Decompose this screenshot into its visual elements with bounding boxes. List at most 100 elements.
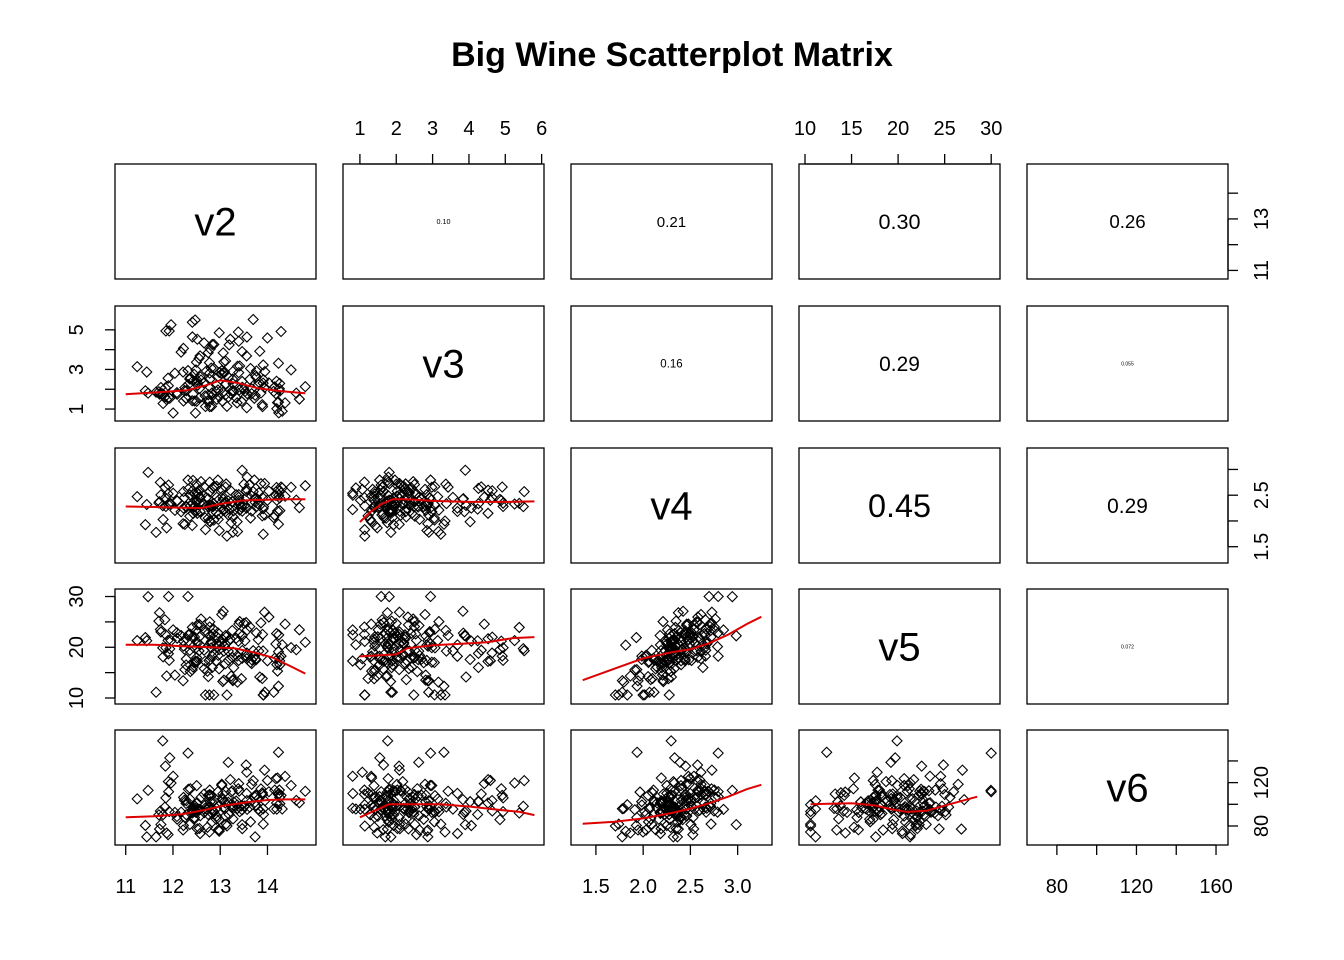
point-v5-v3-175 (486, 647, 498, 659)
point-v3-v2-84 (157, 397, 169, 410)
point-v4-v2-129 (179, 518, 191, 531)
point-v6-v3-138 (451, 827, 464, 840)
point-v5-v3-156 (459, 630, 472, 642)
point-v6-v4-30 (671, 831, 684, 843)
point-v6-v3-94 (381, 735, 394, 747)
point-v4-v2-133 (245, 505, 258, 517)
point-v5-v2-16 (272, 680, 285, 692)
point-v4-v3-29 (408, 478, 421, 491)
point-v3-v2-164 (190, 356, 203, 369)
point-v6-v3-146 (465, 819, 478, 832)
point-v6-v3-130 (471, 808, 484, 821)
tick-label-right-v4-0: 1.5 (1251, 533, 1273, 561)
point-v5-v3-141 (417, 656, 430, 669)
point-v3-v2-156 (236, 345, 248, 358)
point-v6-v3-166 (402, 785, 414, 798)
point-v5-v4-168 (616, 674, 629, 687)
point-v6-v5-166 (947, 785, 960, 798)
point-v3-v2-85 (160, 325, 172, 337)
point-v3-v2-23 (240, 401, 253, 414)
point-v3-v2-13 (276, 405, 288, 418)
point-v4-v2-146 (177, 502, 190, 514)
point-v5-v3-22 (386, 686, 399, 699)
point-v4-v2-176 (215, 483, 228, 496)
corr-label-v4-v5: 0.45 (868, 488, 931, 524)
point-v4-v2-70 (219, 505, 232, 518)
point-v6-v2-36 (279, 770, 291, 783)
panel-v3-v2 (114, 305, 317, 422)
point-v5-v4-28 (663, 689, 676, 701)
point-v5-v3-62 (393, 626, 406, 638)
point-v4-v3-152 (378, 512, 390, 524)
tick-label-bottom-v2-3: 14 (256, 876, 278, 898)
point-v4-v3-70 (399, 505, 412, 518)
smoother-v4-v3 (359, 498, 535, 523)
point-v4-v3-126 (410, 488, 423, 500)
point-v6-v3-88 (424, 747, 437, 759)
point-v5-v2-42 (272, 629, 285, 641)
point-v5-v3-13 (350, 638, 362, 651)
point-v5-v3-42 (347, 629, 359, 641)
point-v6-v4-121 (672, 823, 685, 835)
point-v3-v2-115 (163, 325, 175, 337)
panel-v5-v3 (342, 588, 545, 705)
point-v6-v2-153 (213, 813, 225, 826)
point-v4-v2-53 (255, 477, 267, 490)
point-v4-v3-120 (387, 491, 400, 504)
point-v4-v3-93 (409, 510, 421, 523)
point-v4-v2-101 (131, 490, 143, 503)
point-v5-v4-88 (712, 590, 724, 603)
point-v4-v2-102 (187, 507, 199, 520)
point-v3-v2-140 (199, 400, 212, 413)
point-v6-v2-37 (299, 785, 312, 798)
point-v4-v2-15 (274, 504, 286, 517)
point-v5-v3-130 (471, 634, 484, 647)
point-v4-v3-100 (372, 491, 384, 504)
point-v3-v2-167 (233, 360, 246, 372)
point-v5-v3-3 (354, 658, 367, 671)
tick-label-top-v5-1: 15 (840, 118, 862, 140)
point-v6-v2-174 (203, 826, 216, 838)
point-v5-v2-3 (271, 658, 283, 671)
point-v5-v3-64 (371, 670, 384, 682)
point-v6-v5-99 (911, 822, 924, 835)
point-v5-v4-120 (680, 643, 692, 655)
point-v5-v2-156 (236, 630, 248, 642)
point-v6-v5-86 (830, 824, 843, 836)
point-v6-v2-87 (150, 831, 162, 843)
point-v3-v2-134 (186, 316, 199, 328)
point-v6-v5-165 (934, 777, 947, 790)
point-v5-v2-18 (290, 643, 303, 656)
point-v6-v4-172 (635, 795, 648, 808)
point-v4-v2-156 (236, 464, 248, 476)
point-v5-v2-154 (190, 656, 202, 669)
point-v6-v5-163 (885, 803, 898, 815)
point-v6-v5-140 (804, 798, 817, 811)
point-v6-v5-87 (809, 831, 822, 843)
point-v5-v2-32 (271, 665, 284, 677)
tick-label-left-v3-2: 5 (66, 324, 88, 335)
point-v6-v3-176 (419, 778, 431, 791)
point-v6-v4-152 (643, 802, 655, 814)
point-v4-v3-131 (518, 485, 530, 498)
point-v6-v5-156 (913, 818, 925, 831)
point-v4-v2-48 (225, 516, 237, 529)
point-v6-v2-121 (153, 823, 166, 835)
point-v5-v3-159 (401, 655, 413, 667)
point-v6-v4-32 (655, 772, 668, 784)
point-v6-v4-141 (663, 813, 676, 826)
point-v4-v3-79 (368, 494, 380, 507)
point-v6-v2-138 (194, 827, 206, 840)
point-v6-v2-142 (224, 773, 237, 786)
point-v4-v2-83 (177, 485, 190, 498)
point-v5-v2-119 (159, 628, 172, 641)
point-v4-v2-32 (271, 505, 284, 517)
point-v4-v3-147 (419, 504, 432, 517)
point-v6-v5-62 (920, 818, 933, 831)
point-v6-v2-127 (210, 813, 223, 826)
point-v6-v3-102 (406, 802, 418, 814)
point-v4-v3-145 (429, 480, 441, 493)
point-v6-v5-164 (923, 797, 935, 810)
point-v5-v3-140 (358, 689, 371, 701)
point-v6-v3-106 (374, 752, 386, 764)
